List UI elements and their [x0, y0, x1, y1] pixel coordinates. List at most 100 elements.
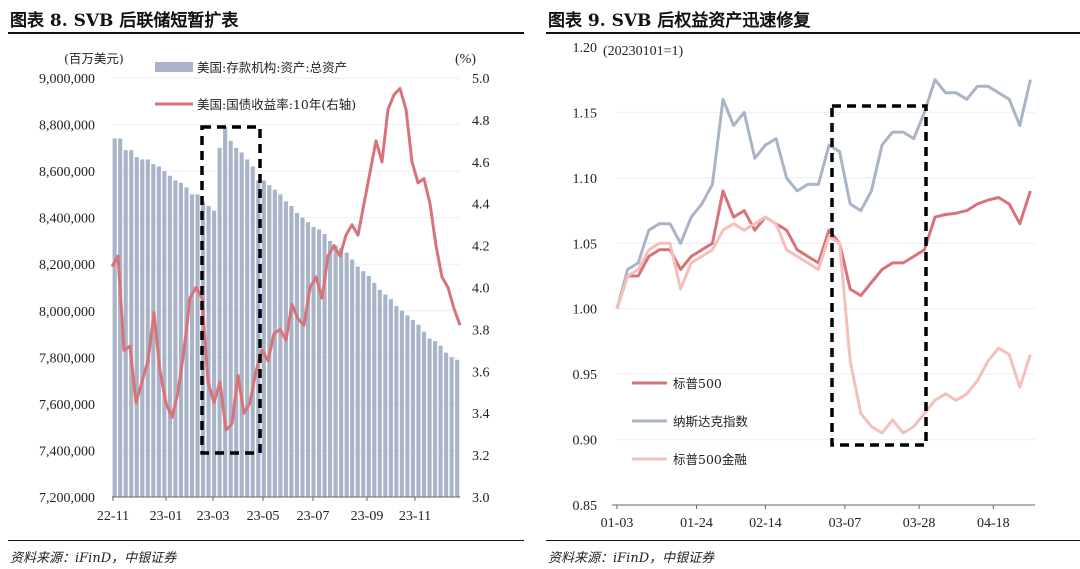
x-tick-label: 02-14	[749, 516, 782, 531]
y-tick-label: 0.95	[573, 368, 598, 383]
bar	[328, 240, 333, 497]
x-tick-label: 23-01	[150, 509, 183, 524]
legend-label: 纳斯达克指数	[673, 414, 749, 429]
chart8-source: 资料来源：iFinD，中银证券	[10, 551, 177, 566]
legend-label: 标普500	[673, 376, 722, 391]
bar	[272, 189, 277, 497]
title-rule	[8, 32, 524, 34]
bar	[278, 194, 283, 497]
bar	[416, 324, 421, 497]
y-tick-label: 8,000,000	[39, 305, 95, 320]
y-tick-label: 0.85	[573, 499, 598, 514]
y-tick-label: 1.10	[573, 172, 598, 187]
bar	[350, 259, 355, 497]
bar	[167, 175, 172, 497]
y-tick-label: 8,600,000	[39, 165, 95, 180]
bar	[283, 201, 288, 497]
highlight-box	[200, 125, 262, 455]
bar	[344, 252, 349, 497]
bar	[267, 185, 272, 498]
x-tick-label: 22-11	[97, 509, 129, 524]
y2-tick-label: 3.6	[472, 365, 490, 380]
bar	[118, 138, 123, 497]
bar	[438, 345, 443, 497]
left-unit: (百万美元)	[64, 51, 124, 66]
series-line	[615, 78, 1032, 310]
bar	[432, 341, 438, 497]
bar	[156, 166, 161, 497]
bar	[112, 138, 117, 497]
bar	[178, 182, 184, 497]
x-tick-label: 23-11	[399, 509, 431, 524]
chart8-plot: 9,000,000 8,800,000 8,600,000 8,400,000 8,20…	[39, 51, 490, 524]
x-tick-label: 23-03	[197, 509, 230, 524]
footer-rule	[546, 540, 1080, 541]
bar	[189, 194, 195, 497]
y-tick-label: 1.00	[573, 303, 598, 318]
bar	[333, 245, 338, 497]
bar	[355, 266, 360, 497]
x-tick-label: 01-24	[680, 516, 713, 531]
series-line	[615, 215, 1032, 435]
x-tick-label: 23-07	[297, 509, 330, 524]
bar	[294, 213, 300, 497]
bar	[234, 147, 239, 498]
bar	[377, 289, 382, 497]
bar	[162, 171, 167, 497]
series-line	[615, 189, 1032, 310]
bar	[383, 294, 388, 497]
bar	[245, 159, 250, 497]
bar	[206, 206, 211, 497]
y-tick-label: 1.15	[573, 106, 598, 121]
bar	[129, 150, 134, 497]
bar	[305, 222, 311, 498]
y-tick-label: 8,800,000	[39, 119, 95, 134]
bar	[250, 166, 255, 497]
bar	[339, 247, 344, 497]
y-tick-label: 9,000,000	[39, 72, 95, 87]
x-tick-label: 01-03	[601, 516, 634, 531]
chart8-title: 图表 8. SVB 后联储短暂扩表	[10, 11, 239, 31]
y-tick-label: 7,400,000	[39, 444, 95, 459]
footer-rule	[8, 540, 524, 541]
y-tick-label: 1.05	[573, 237, 598, 252]
highlight-box	[830, 104, 928, 447]
bar	[388, 299, 393, 497]
bar	[289, 206, 294, 497]
bar	[145, 159, 150, 497]
y2-tick-label: 4.0	[472, 282, 490, 297]
bar	[256, 180, 261, 497]
x-tick-label: 23-05	[247, 509, 280, 524]
legend-label: 标普500金融	[673, 452, 747, 467]
bar	[399, 310, 404, 497]
chart9-plot: 1.20 1.15 1.10 1.05 1.00 0.95 0.90 0.85 (2023010…	[573, 41, 1035, 531]
bar	[421, 331, 427, 497]
right-unit: (%)	[455, 52, 476, 67]
y2-tick-label: 3.2	[472, 449, 490, 464]
x-tick-label: 23-09	[351, 509, 384, 524]
legend-bar-swatch	[155, 62, 193, 72]
y2-tick-label: 4.4	[472, 198, 490, 213]
y-tick-label: 8,200,000	[39, 258, 95, 273]
bar	[140, 159, 145, 497]
yield-line	[110, 87, 462, 432]
bar	[449, 357, 454, 497]
bar	[361, 271, 366, 497]
bar	[405, 315, 410, 497]
x-tick-label: 03-28	[903, 516, 936, 531]
bar	[173, 180, 178, 497]
y2-tick-label: 5.0	[472, 72, 490, 87]
bar	[223, 126, 228, 497]
y2-tick-label: 3.4	[472, 407, 490, 422]
y2-tick-label: 3.0	[472, 491, 490, 506]
y-tick-label: 8,400,000	[39, 212, 95, 227]
legend-label: 美国:国债收益率:10年(右轴)	[197, 97, 356, 112]
legend-label: 美国:存款机构:资产:总资产	[197, 60, 347, 75]
y-tick-label: 7,800,000	[39, 351, 95, 366]
bar	[427, 338, 432, 497]
bar	[300, 217, 305, 497]
y2-tick-label: 4.8	[472, 114, 490, 129]
y2-tick-label: 4.6	[472, 156, 490, 171]
bar	[394, 306, 399, 497]
y-tick-label: 7,600,000	[39, 398, 95, 413]
